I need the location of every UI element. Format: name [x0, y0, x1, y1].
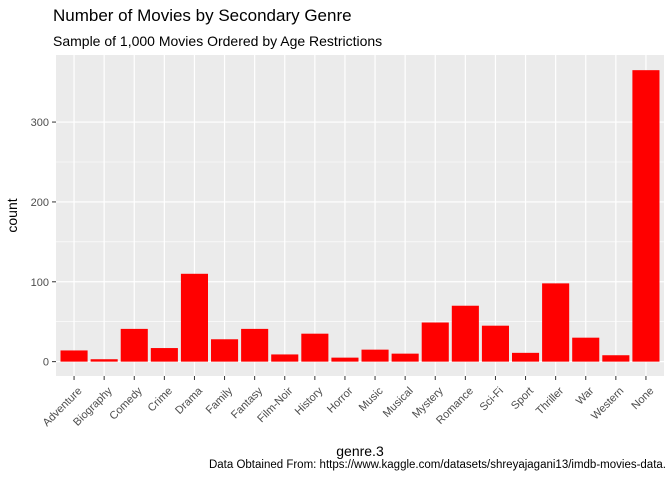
bars: [60, 70, 660, 362]
bar-musical: [391, 353, 419, 362]
bar-drama: [180, 273, 208, 362]
x-tick-label: Drama: [173, 384, 205, 416]
x-tick-label: Musical: [381, 385, 416, 420]
bar-music: [361, 349, 389, 362]
bar-family: [211, 339, 239, 362]
y-tick-label: 300: [31, 117, 49, 129]
y-axis-title: count: [4, 198, 20, 232]
x-tick-label: Western: [589, 385, 626, 422]
x-tick-label: War: [574, 385, 597, 408]
chart-subtitle: Sample of 1,000 Movies Ordered by Age Re…: [53, 33, 383, 49]
bar-history: [301, 333, 329, 362]
x-tick-label: History: [293, 385, 326, 418]
bar-sport: [512, 352, 540, 362]
x-axis-title: genre.3: [336, 443, 384, 459]
y-tick-label: 100: [31, 277, 49, 289]
x-tick-label: Sci-Fi: [478, 385, 506, 413]
bar-film-noir: [271, 354, 299, 362]
data-source-caption: Data Obtained From: https://www.kaggle.c…: [208, 459, 666, 471]
bar-crime: [150, 348, 178, 362]
bar-horror: [331, 357, 359, 362]
x-tick-label: Horror: [325, 385, 356, 416]
y-axis: 0 100 200 300: [31, 117, 56, 369]
chart-title: Number of Movies by Secondary Genre: [53, 6, 352, 25]
x-tick-label: Comedy: [107, 385, 145, 423]
x-tick-label: Thriller: [534, 385, 566, 417]
bar-romance: [451, 305, 479, 362]
bar-fantasy: [241, 328, 269, 362]
bar-war: [572, 337, 600, 362]
y-tick-label: 200: [31, 197, 49, 209]
plot-panel: [56, 55, 664, 376]
x-tick-label: Crime: [146, 385, 175, 414]
bar-comedy: [120, 328, 148, 362]
bar-western: [602, 355, 630, 362]
x-tick-label: Sport: [509, 385, 536, 412]
bar-biography: [90, 359, 118, 362]
y-tick-label: 0: [43, 357, 49, 369]
major-gridlines: [56, 55, 664, 376]
bar-adventure: [60, 350, 88, 362]
bar-thriller: [542, 283, 570, 362]
bar-none: [632, 70, 660, 362]
bar-sci-fi: [481, 325, 509, 362]
bar-mystery: [421, 322, 449, 362]
x-tick-label: None: [629, 385, 656, 412]
